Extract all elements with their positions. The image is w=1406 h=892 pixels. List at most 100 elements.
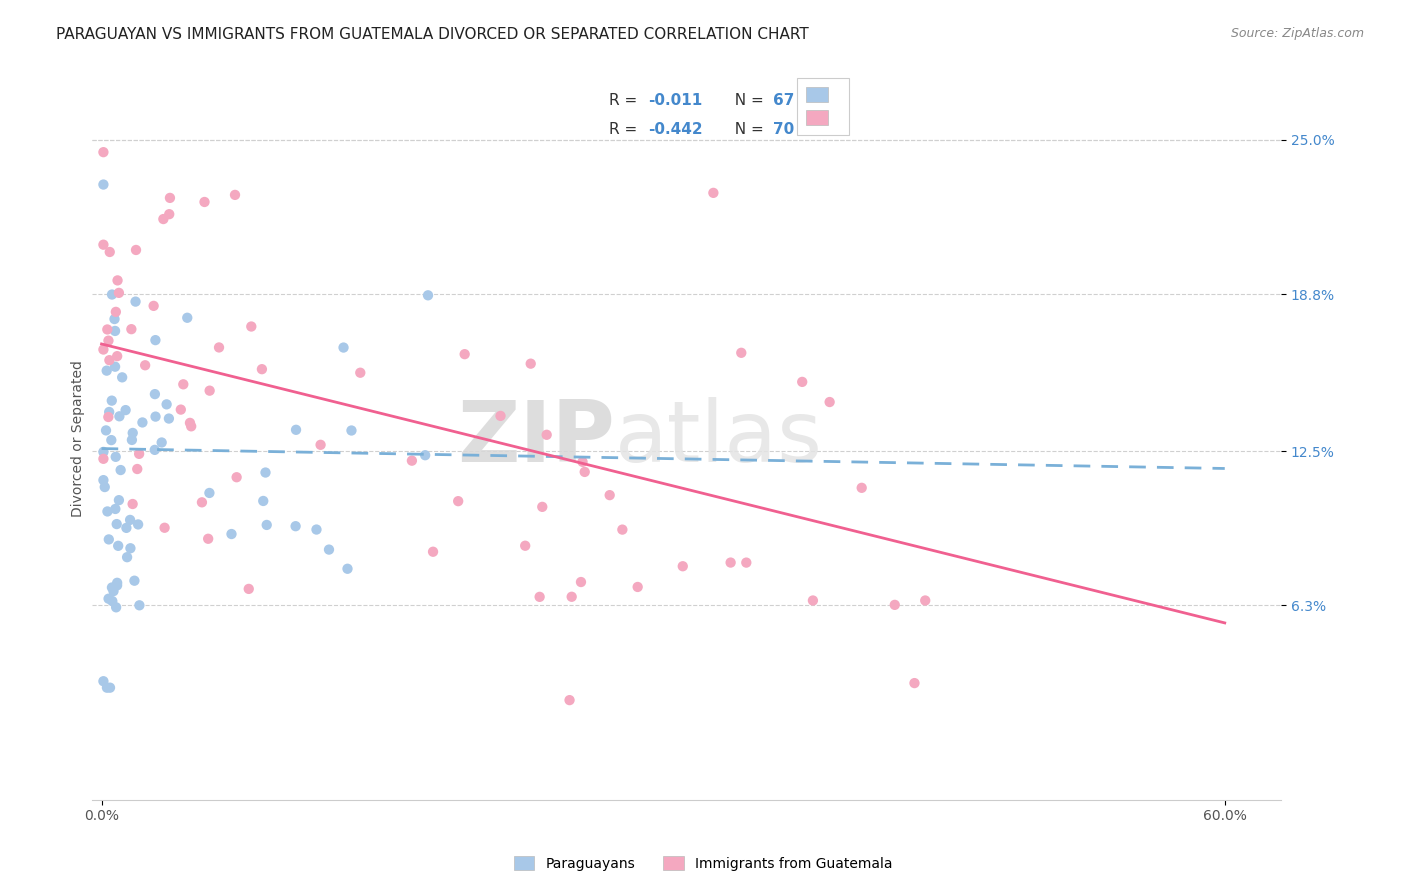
- Point: [224, 187, 246, 202]
- Point: [101, 287, 124, 301]
- Point: [96, 681, 118, 695]
- Point: [121, 433, 143, 447]
- Point: [94, 424, 117, 438]
- Point: [792, 375, 814, 389]
- Point: [332, 341, 354, 355]
- Point: [305, 523, 328, 537]
- Point: [105, 575, 128, 590]
- Point: [531, 500, 554, 514]
- Point: [97, 533, 120, 547]
- Point: [558, 693, 581, 707]
- Point: [702, 186, 724, 200]
- Point: [93, 145, 115, 160]
- Point: [125, 243, 148, 257]
- Text: R =: R =: [609, 122, 643, 137]
- Point: [121, 425, 143, 440]
- Point: [735, 556, 758, 570]
- Point: [150, 435, 173, 450]
- Point: [100, 433, 122, 447]
- Point: [107, 539, 129, 553]
- Text: 70: 70: [773, 122, 794, 137]
- Point: [110, 463, 132, 477]
- Point: [97, 409, 120, 424]
- Point: [128, 599, 150, 613]
- Point: [284, 519, 307, 533]
- Point: [120, 541, 142, 556]
- Text: 67: 67: [773, 93, 794, 108]
- Point: [98, 353, 121, 368]
- Point: [93, 674, 115, 689]
- Point: [96, 322, 118, 336]
- Point: [422, 545, 444, 559]
- Point: [914, 593, 936, 607]
- Point: [256, 517, 278, 532]
- Point: [515, 539, 537, 553]
- Point: [198, 486, 221, 500]
- Point: [250, 362, 273, 376]
- Point: [612, 523, 634, 537]
- Point: [221, 527, 243, 541]
- Point: [536, 427, 558, 442]
- Point: [198, 384, 221, 398]
- Point: [105, 517, 128, 532]
- Point: [903, 676, 925, 690]
- Point: [103, 584, 125, 599]
- Point: [93, 343, 115, 357]
- Point: [124, 294, 146, 309]
- Point: [124, 574, 146, 588]
- Point: [561, 590, 583, 604]
- Point: [225, 470, 247, 484]
- Point: [96, 364, 118, 378]
- Point: [131, 416, 153, 430]
- Point: [413, 448, 436, 462]
- Point: [176, 310, 198, 325]
- Point: [252, 494, 274, 508]
- Point: [254, 466, 277, 480]
- Legend: Paraguayans, Immigrants from Guatemala: Paraguayans, Immigrants from Guatemala: [508, 851, 898, 876]
- Point: [93, 451, 115, 466]
- Text: -0.011: -0.011: [648, 93, 703, 108]
- Point: [574, 465, 596, 479]
- Y-axis label: Divorced or Separated: Divorced or Separated: [72, 360, 86, 517]
- Point: [121, 497, 143, 511]
- Point: [156, 397, 179, 411]
- Point: [111, 370, 134, 384]
- Point: [115, 550, 138, 565]
- Text: R =: R =: [609, 93, 643, 108]
- Point: [883, 598, 905, 612]
- Point: [571, 455, 593, 469]
- Point: [180, 419, 202, 434]
- Point: [105, 578, 128, 592]
- Point: [105, 349, 128, 363]
- Point: [318, 542, 340, 557]
- Point: [93, 473, 115, 487]
- Point: [93, 237, 115, 252]
- Point: [197, 532, 219, 546]
- Point: [93, 445, 115, 459]
- Point: [103, 312, 125, 326]
- Point: [143, 387, 166, 401]
- Point: [142, 299, 165, 313]
- Point: [159, 191, 181, 205]
- Point: [191, 495, 214, 509]
- Point: [153, 521, 176, 535]
- Point: [97, 591, 120, 606]
- Point: [627, 580, 650, 594]
- Point: [108, 409, 131, 424]
- Point: [104, 305, 127, 319]
- Point: [108, 285, 131, 300]
- Point: [851, 481, 873, 495]
- Text: Source: ZipAtlas.com: Source: ZipAtlas.com: [1230, 27, 1364, 40]
- Point: [98, 244, 121, 259]
- Point: [101, 594, 124, 608]
- Point: [569, 574, 592, 589]
- Point: [127, 517, 149, 532]
- Point: [104, 502, 127, 516]
- Point: [349, 366, 371, 380]
- Text: atlas: atlas: [616, 397, 824, 480]
- Legend: , : ,: [797, 78, 849, 135]
- Point: [145, 409, 167, 424]
- Point: [152, 212, 174, 227]
- Point: [529, 590, 551, 604]
- Point: [489, 409, 512, 423]
